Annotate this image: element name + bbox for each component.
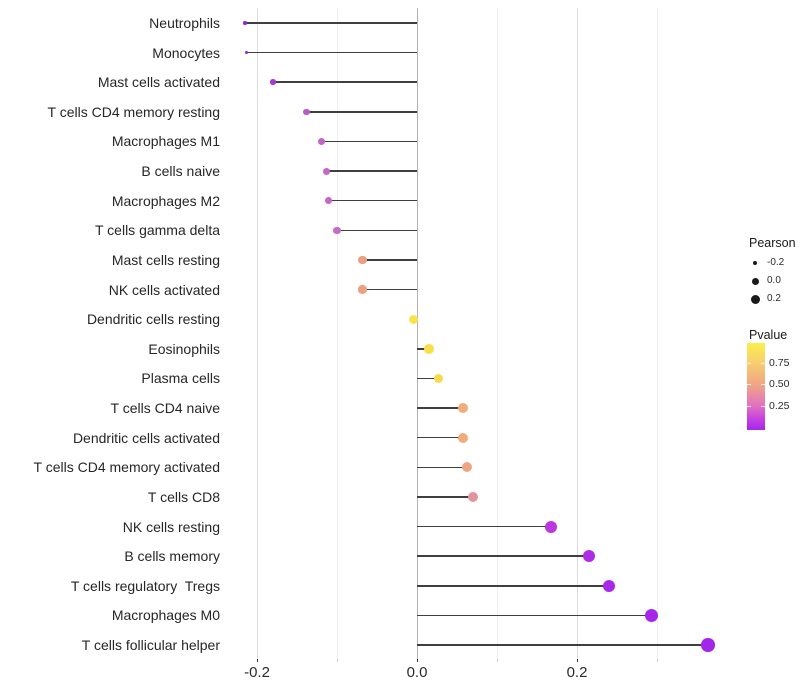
colorbar-tick [761,384,765,385]
lollipop-segment [321,140,417,143]
colorbar-label: 0.25 [769,400,790,412]
lollipop-segment [417,555,589,557]
y-axis-label: NK cells activated [108,281,220,298]
y-axis-label: Macrophages M0 [111,607,220,624]
pearson-legend-dot [750,294,760,304]
x-axis-tick-label: 0.2 [566,664,588,681]
colorbar-tick [761,406,765,407]
colorbar-tick [747,384,751,385]
lollipop-segment [362,288,417,291]
x-axis-tick [257,659,258,662]
lollipop-dot [318,137,326,145]
lollipop-dot [582,549,596,563]
x-axis-minor-tick [657,659,658,662]
y-axis-label: Dendritic cells activated [72,429,220,446]
lollipop-segment [326,170,417,172]
y-axis-label: T cells CD8 [147,488,220,505]
y-axis-label: B cells naive [141,163,220,180]
lollipop-segment [417,407,463,409]
lollipop-segment [417,585,609,587]
gridline-minor [337,8,338,659]
lollipop-segment [362,259,417,261]
lollipop-dot [424,344,434,354]
lollipop-dot [323,167,331,175]
x-axis-minor-tick [497,659,498,662]
x-axis-tick [577,659,578,662]
lollipop-segment [245,22,417,24]
colorbar-tick [747,406,751,407]
y-axis-label: Neutrophils [149,15,220,31]
lollipop-segment [417,644,709,646]
gridline-major [257,8,258,659]
lollipop-dot [244,50,249,55]
lollipop-segment [417,377,439,380]
pearson-legend-label: 0.0 [767,275,781,286]
x-axis-tick-label: 0.0 [406,664,428,681]
pearson-legend-dot [751,277,759,285]
y-axis-label: T cells CD4 naive [110,400,220,417]
lollipop-dot [467,491,479,503]
x-axis-minor-tick [337,659,338,662]
pearson-legend-dot [753,261,757,265]
lollipop-dot [324,197,332,205]
y-axis-label: Mast cells resting [111,251,220,268]
lollipop-dot [602,579,616,593]
zero-line [417,8,418,659]
y-axis-label: Mast cells activated [97,74,220,91]
gridline-minor [497,8,498,659]
x-axis-tick [417,659,418,662]
lollipop-dot [462,462,473,473]
y-axis-label: T cells CD4 memory activated [33,459,220,476]
y-axis-label: Monocytes [152,44,220,61]
pearson-legend-label: 0.2 [767,293,781,304]
lollipop-segment [417,436,463,439]
y-axis-label: Macrophages M1 [111,133,220,150]
y-axis-label: B cells memory [124,548,220,565]
lollipop-segment [417,525,552,528]
lollipop-dot [644,608,658,622]
y-axis-label: T cells gamma delta [94,222,220,239]
lollipop-segment [417,466,468,469]
y-axis-label: Dendritic cells resting [86,311,220,328]
lollipop-dot [408,314,418,324]
colorbar-tick [747,363,751,364]
lollipop-segment [246,51,417,54]
y-axis-label: Plasma cells [141,370,220,387]
lollipop-segment [337,229,417,232]
lollipop-segment [417,614,652,617]
pearson-legend-label: -0.2 [767,257,785,268]
pvalue-legend-title: Pvalue [749,328,788,342]
lollipop-dot [545,520,558,533]
lollipop-dot [433,373,444,384]
lollipop-segment [417,348,429,350]
y-axis-label: T cells regulatory Tregs [70,577,220,594]
y-axis-label: T cells follicular helper [81,637,220,654]
y-axis-label: Macrophages M2 [111,192,220,209]
pvalue-colorbar [747,343,765,430]
pearson-legend-title: Pearson [749,236,796,250]
lollipop-dot [358,285,367,294]
lollipop-segment [328,199,417,202]
lollipop-dot [270,79,276,85]
y-axis-label: T cells CD4 memory resting [47,103,220,120]
lollipop-segment [306,111,417,113]
lollipop-dot [457,403,468,414]
y-axis-label: NK cells resting [122,518,220,535]
gridline-major [577,8,578,659]
lollipop-segment [417,496,473,498]
colorbar-label: 0.50 [769,378,790,390]
lollipop-dot [243,21,247,25]
lollipop-dot [333,226,341,235]
lollipop-segment [273,81,417,83]
lollipop-dot [358,255,367,265]
colorbar-tick [761,363,765,364]
gridline-minor [657,8,658,659]
lollipop-dot [457,432,468,443]
y-axis-label: Eosinophils [148,340,220,357]
lollipop-dot [303,108,310,116]
colorbar-label: 0.75 [769,357,790,369]
x-axis-tick-label: -0.2 [244,664,270,681]
lollipop-dot [701,638,715,652]
